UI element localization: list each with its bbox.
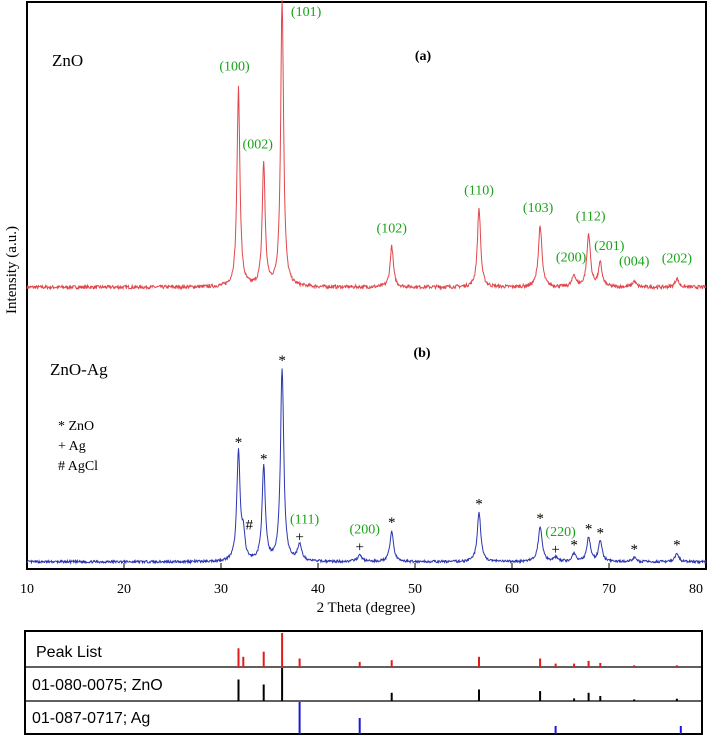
y-axis-label: Intensity (a.u.): [4, 226, 20, 314]
peak-marker: *: [536, 511, 544, 527]
hkl-label: (002): [243, 138, 274, 153]
peak-marker: *: [673, 538, 681, 554]
peak-marker: *: [235, 435, 243, 451]
peak-marker: *: [570, 538, 578, 554]
hkl-label: (101): [291, 5, 322, 20]
marker-legend: * ZnO + Ag # AgCl: [58, 419, 98, 474]
hkl-label: (111): [290, 513, 320, 528]
legend-entry-agcl: # AgCl: [58, 459, 98, 474]
reference-label-peak-list: Peak List: [36, 644, 102, 661]
x-tick-label: 30: [214, 582, 228, 597]
peak-marker: *: [585, 521, 593, 537]
x-tick-label: 40: [311, 582, 325, 597]
legend-entry-zno: * ZnO: [58, 419, 94, 434]
x-tick-label: 10: [20, 582, 34, 597]
x-tick-label: 70: [602, 582, 616, 597]
zno-pattern-line: [26, 0, 707, 291]
peak-marker: *: [278, 353, 286, 369]
peak-marker: +: [295, 530, 303, 546]
hkl-label: (220): [545, 525, 576, 540]
peak-marker: *: [597, 525, 605, 541]
hkl-label: (110): [464, 183, 494, 198]
plot-frame: [26, 1, 707, 570]
hkl-label: (201): [594, 239, 625, 254]
reference-label-ag: 01-087-0717; Ag: [32, 710, 150, 727]
reference-label-zno: 01-080-0075; ZnO: [32, 677, 163, 694]
x-axis-label: 2 Theta (degree): [317, 600, 416, 616]
x-tick-label: 50: [408, 582, 422, 597]
peak-marker: *: [260, 452, 268, 468]
reference-patterns: Peak List 01-080-0075; ZnO 01-087-0717; …: [24, 630, 703, 735]
zno-ag-pattern-line: [26, 368, 707, 565]
peak-marker: +: [551, 542, 559, 558]
zno-ag-sample-label: ZnO-Ag: [50, 360, 108, 379]
legend-entry-ag: + Ag: [58, 439, 86, 454]
panel-b-label: (b): [413, 346, 430, 361]
peak-marker: +: [355, 540, 363, 556]
reference-sticks: [237, 633, 682, 734]
hkl-label: (103): [523, 201, 554, 216]
hkl-label: (100): [219, 60, 250, 75]
x-tick-label: 60: [505, 582, 519, 597]
peak-marker: *: [475, 497, 483, 513]
zno-sample-label: ZnO: [52, 51, 83, 70]
hkl-label: (004): [619, 254, 650, 269]
x-axis-ticks: 10 20 30 40 50 60 70 80: [20, 563, 707, 597]
hkl-label: (112): [576, 210, 606, 225]
reference-frame: [24, 630, 703, 735]
hkl-label: (200): [556, 251, 587, 266]
panel-a-label: (a): [415, 49, 432, 64]
peak-marker: *: [630, 542, 638, 558]
hkl-label: (200): [350, 523, 381, 538]
peak-annotations: (100) (002) (101) (102) (110) (103) (200) (112)…: [219, 5, 692, 558]
peak-marker: #: [246, 517, 254, 533]
x-tick-label: 20: [117, 582, 131, 597]
peak-marker: *: [388, 515, 396, 531]
hkl-label: (102): [377, 221, 408, 236]
hkl-label: (202): [662, 252, 693, 267]
x-tick-label: 80: [689, 582, 703, 597]
